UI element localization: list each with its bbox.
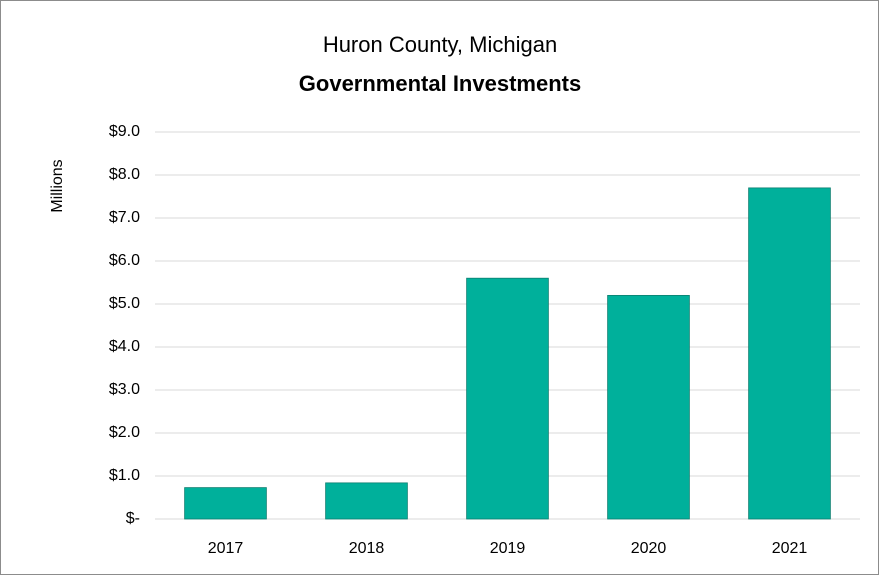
y-tick-label: $7.0 — [109, 209, 140, 226]
x-tick-label: 2018 — [349, 540, 385, 557]
y-tick-label: $4.0 — [109, 338, 140, 355]
x-tick-label: 2019 — [490, 540, 526, 557]
bar — [184, 487, 267, 520]
y-tick-label: $- — [126, 510, 140, 527]
bar — [466, 277, 549, 520]
y-tick-label: $3.0 — [109, 381, 140, 398]
chart-title: Huron County, Michigan — [323, 32, 557, 57]
x-tick-label: 2017 — [208, 540, 244, 557]
x-tick-label: 2021 — [772, 540, 808, 557]
chart-subtitle: Governmental Investments — [299, 71, 581, 96]
bar — [748, 187, 831, 520]
x-tick-label: 2020 — [631, 540, 667, 557]
y-tick-label: $5.0 — [109, 295, 140, 312]
y-tick-label: $1.0 — [109, 467, 140, 484]
y-tick-label: $2.0 — [109, 424, 140, 441]
y-tick-label: $8.0 — [109, 166, 140, 183]
bar — [607, 294, 690, 520]
y-tick-label: $6.0 — [109, 252, 140, 269]
y-tick-label: $9.0 — [109, 123, 140, 140]
y-axis-label: Millions — [49, 159, 66, 212]
bar — [325, 482, 408, 520]
